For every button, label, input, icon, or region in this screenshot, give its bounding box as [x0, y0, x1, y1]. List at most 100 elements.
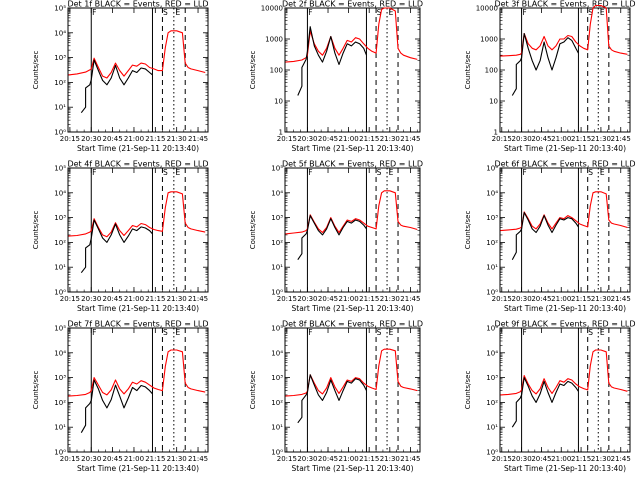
y-tick-label: 10²: [486, 399, 498, 407]
det-4f-panel: Det 4f BLACK = Events, RED = LLD 10⁰ 10¹ 10…: [32, 160, 209, 314]
det-3f-events-line: [511, 32, 579, 96]
x-tick-label: 21:15: [145, 295, 165, 303]
x-tick-label: 20:15: [60, 135, 80, 143]
x-tick-label: 20:15: [277, 455, 297, 463]
flag-f: F: [522, 168, 526, 177]
x-tick-label: 21:00: [124, 455, 144, 463]
y-tick-label: 10⁵: [271, 325, 283, 333]
x-tick-label: 21:00: [124, 135, 144, 143]
x-tick-label: 20:30: [511, 295, 531, 303]
det-8f-panel: Det 8f BLACK = Events, RED = LLD 10⁰ 10¹ 10…: [249, 320, 423, 474]
flag-e: E: [600, 328, 605, 337]
x-tick-label: 21:00: [551, 455, 571, 463]
det-9f-title: Det 9f BLACK = Events, RED = LLD: [494, 320, 635, 329]
y-tick-label: 10²: [271, 399, 283, 407]
x-tick-label: 20:15: [277, 135, 297, 143]
flag-f: F: [308, 328, 312, 337]
x-tick-label: 21:30: [380, 295, 400, 303]
y-tick-label: 10³: [486, 214, 498, 222]
x-tick-label: 21:45: [400, 135, 420, 143]
y-tick-label: 10⁴: [271, 189, 283, 197]
y-tick-label: 10²: [486, 239, 498, 247]
flag-f: F: [92, 328, 96, 337]
det-5f-frame: [284, 167, 421, 293]
y-tick-label: 10⁰: [486, 289, 498, 297]
y-tick-label: 10⁵: [54, 165, 66, 173]
y-tick-label: 10²: [54, 399, 66, 407]
det-9f-events-line: [511, 377, 579, 428]
det-5f-xlabel: Start Time (21-Sep-11 20:13:40): [292, 304, 414, 313]
x-tick-label: 20:30: [511, 135, 531, 143]
x-tick-label: 21:30: [380, 135, 400, 143]
y-tick-label: 1: [494, 129, 498, 137]
det-6f-events-line: [511, 211, 579, 260]
x-tick-label: 21:30: [167, 455, 187, 463]
y-tick-label: 10⁴: [486, 349, 498, 357]
y-tick-label: 10¹: [486, 264, 498, 272]
y-tick-label: 10⁴: [486, 189, 498, 197]
flag-e: E: [175, 8, 180, 17]
x-tick-label: 21:15: [571, 135, 591, 143]
flag-s: S: [588, 328, 593, 337]
det-3f-ylabel: Counts/sec: [464, 51, 472, 90]
det-7f-events-line: [80, 379, 153, 433]
det-9f-lld-line: [500, 349, 628, 396]
flag-s: S: [377, 168, 382, 177]
x-tick-label: 21:00: [339, 455, 359, 463]
y-tick-label: 10⁵: [54, 325, 66, 333]
flag-e: E: [389, 168, 394, 177]
x-tick-label: 21:30: [591, 135, 611, 143]
y-tick-label: 1: [279, 129, 283, 137]
x-tick-label: 21:45: [188, 135, 208, 143]
x-tick-label: 20:45: [103, 455, 123, 463]
x-tick-label: 20:15: [492, 455, 512, 463]
det-6f-xlabel: Start Time (21-Sep-11 20:13:40): [504, 304, 626, 313]
y-tick-label: 10²: [54, 239, 66, 247]
y-tick-label: 10⁰: [486, 449, 498, 457]
x-tick-label: 20:30: [81, 455, 101, 463]
y-tick-label: 10³: [54, 374, 66, 382]
y-tick-label: 1000: [265, 36, 283, 44]
y-tick-label: 100: [485, 67, 498, 75]
flag-s: S: [588, 168, 593, 177]
x-tick-label: 21:00: [551, 135, 571, 143]
y-tick-label: 1000: [480, 36, 498, 44]
y-tick-label: 10³: [54, 214, 66, 222]
y-tick-label: 10⁰: [54, 129, 66, 137]
flag-s: S: [377, 328, 382, 337]
det-1f-events-line: [80, 59, 153, 114]
y-tick-label: 10²: [271, 239, 283, 247]
det-2f-ylabel: Counts/sec: [249, 51, 257, 90]
x-tick-label: 20:45: [318, 455, 338, 463]
x-tick-label: 21:15: [571, 455, 591, 463]
det-8f-lld-line: [285, 348, 418, 397]
y-tick-label: 10³: [271, 214, 283, 222]
det-1f-panel: Det 1f BLACK = Events, RED = LLD 10⁰ 10¹ 10…: [32, 0, 209, 153]
y-tick-label: 10¹: [271, 264, 283, 272]
x-tick-label: 20:15: [60, 295, 80, 303]
x-tick-label: 20:45: [531, 295, 551, 303]
det-7f-ylabel: Counts/sec: [32, 371, 40, 410]
y-tick-label: 10³: [271, 374, 283, 382]
det-2f-events-line: [297, 26, 368, 96]
det-9f-ylabel: Counts/sec: [464, 371, 472, 410]
det-4f-lld-line: [68, 191, 206, 238]
det-1f-frame: [67, 7, 209, 133]
det-4f-events-line: [80, 219, 153, 274]
y-tick-label: 10⁵: [486, 325, 498, 333]
det-8f-xlabel: Start Time (21-Sep-11 20:13:40): [292, 464, 414, 473]
y-tick-label: 10¹: [271, 424, 283, 432]
det-3f-frame: [499, 7, 631, 133]
det-6f-title: Det 6f BLACK = Events, RED = LLD: [494, 160, 635, 169]
det-3f-title: Det 3f BLACK = Events, RED = LLD: [494, 0, 635, 9]
x-tick-label: 20:15: [277, 295, 297, 303]
x-tick-label: 21:45: [611, 135, 631, 143]
det-8f-frame: [284, 327, 421, 453]
x-tick-label: 20:30: [297, 295, 317, 303]
flag-f: F: [522, 8, 526, 17]
flag-f: F: [308, 8, 312, 17]
y-tick-label: 10²: [54, 79, 66, 87]
det-5f-panel: Det 5f BLACK = Events, RED = LLD 10⁰ 10¹ 10…: [249, 160, 423, 314]
x-tick-label: 20:15: [492, 295, 512, 303]
